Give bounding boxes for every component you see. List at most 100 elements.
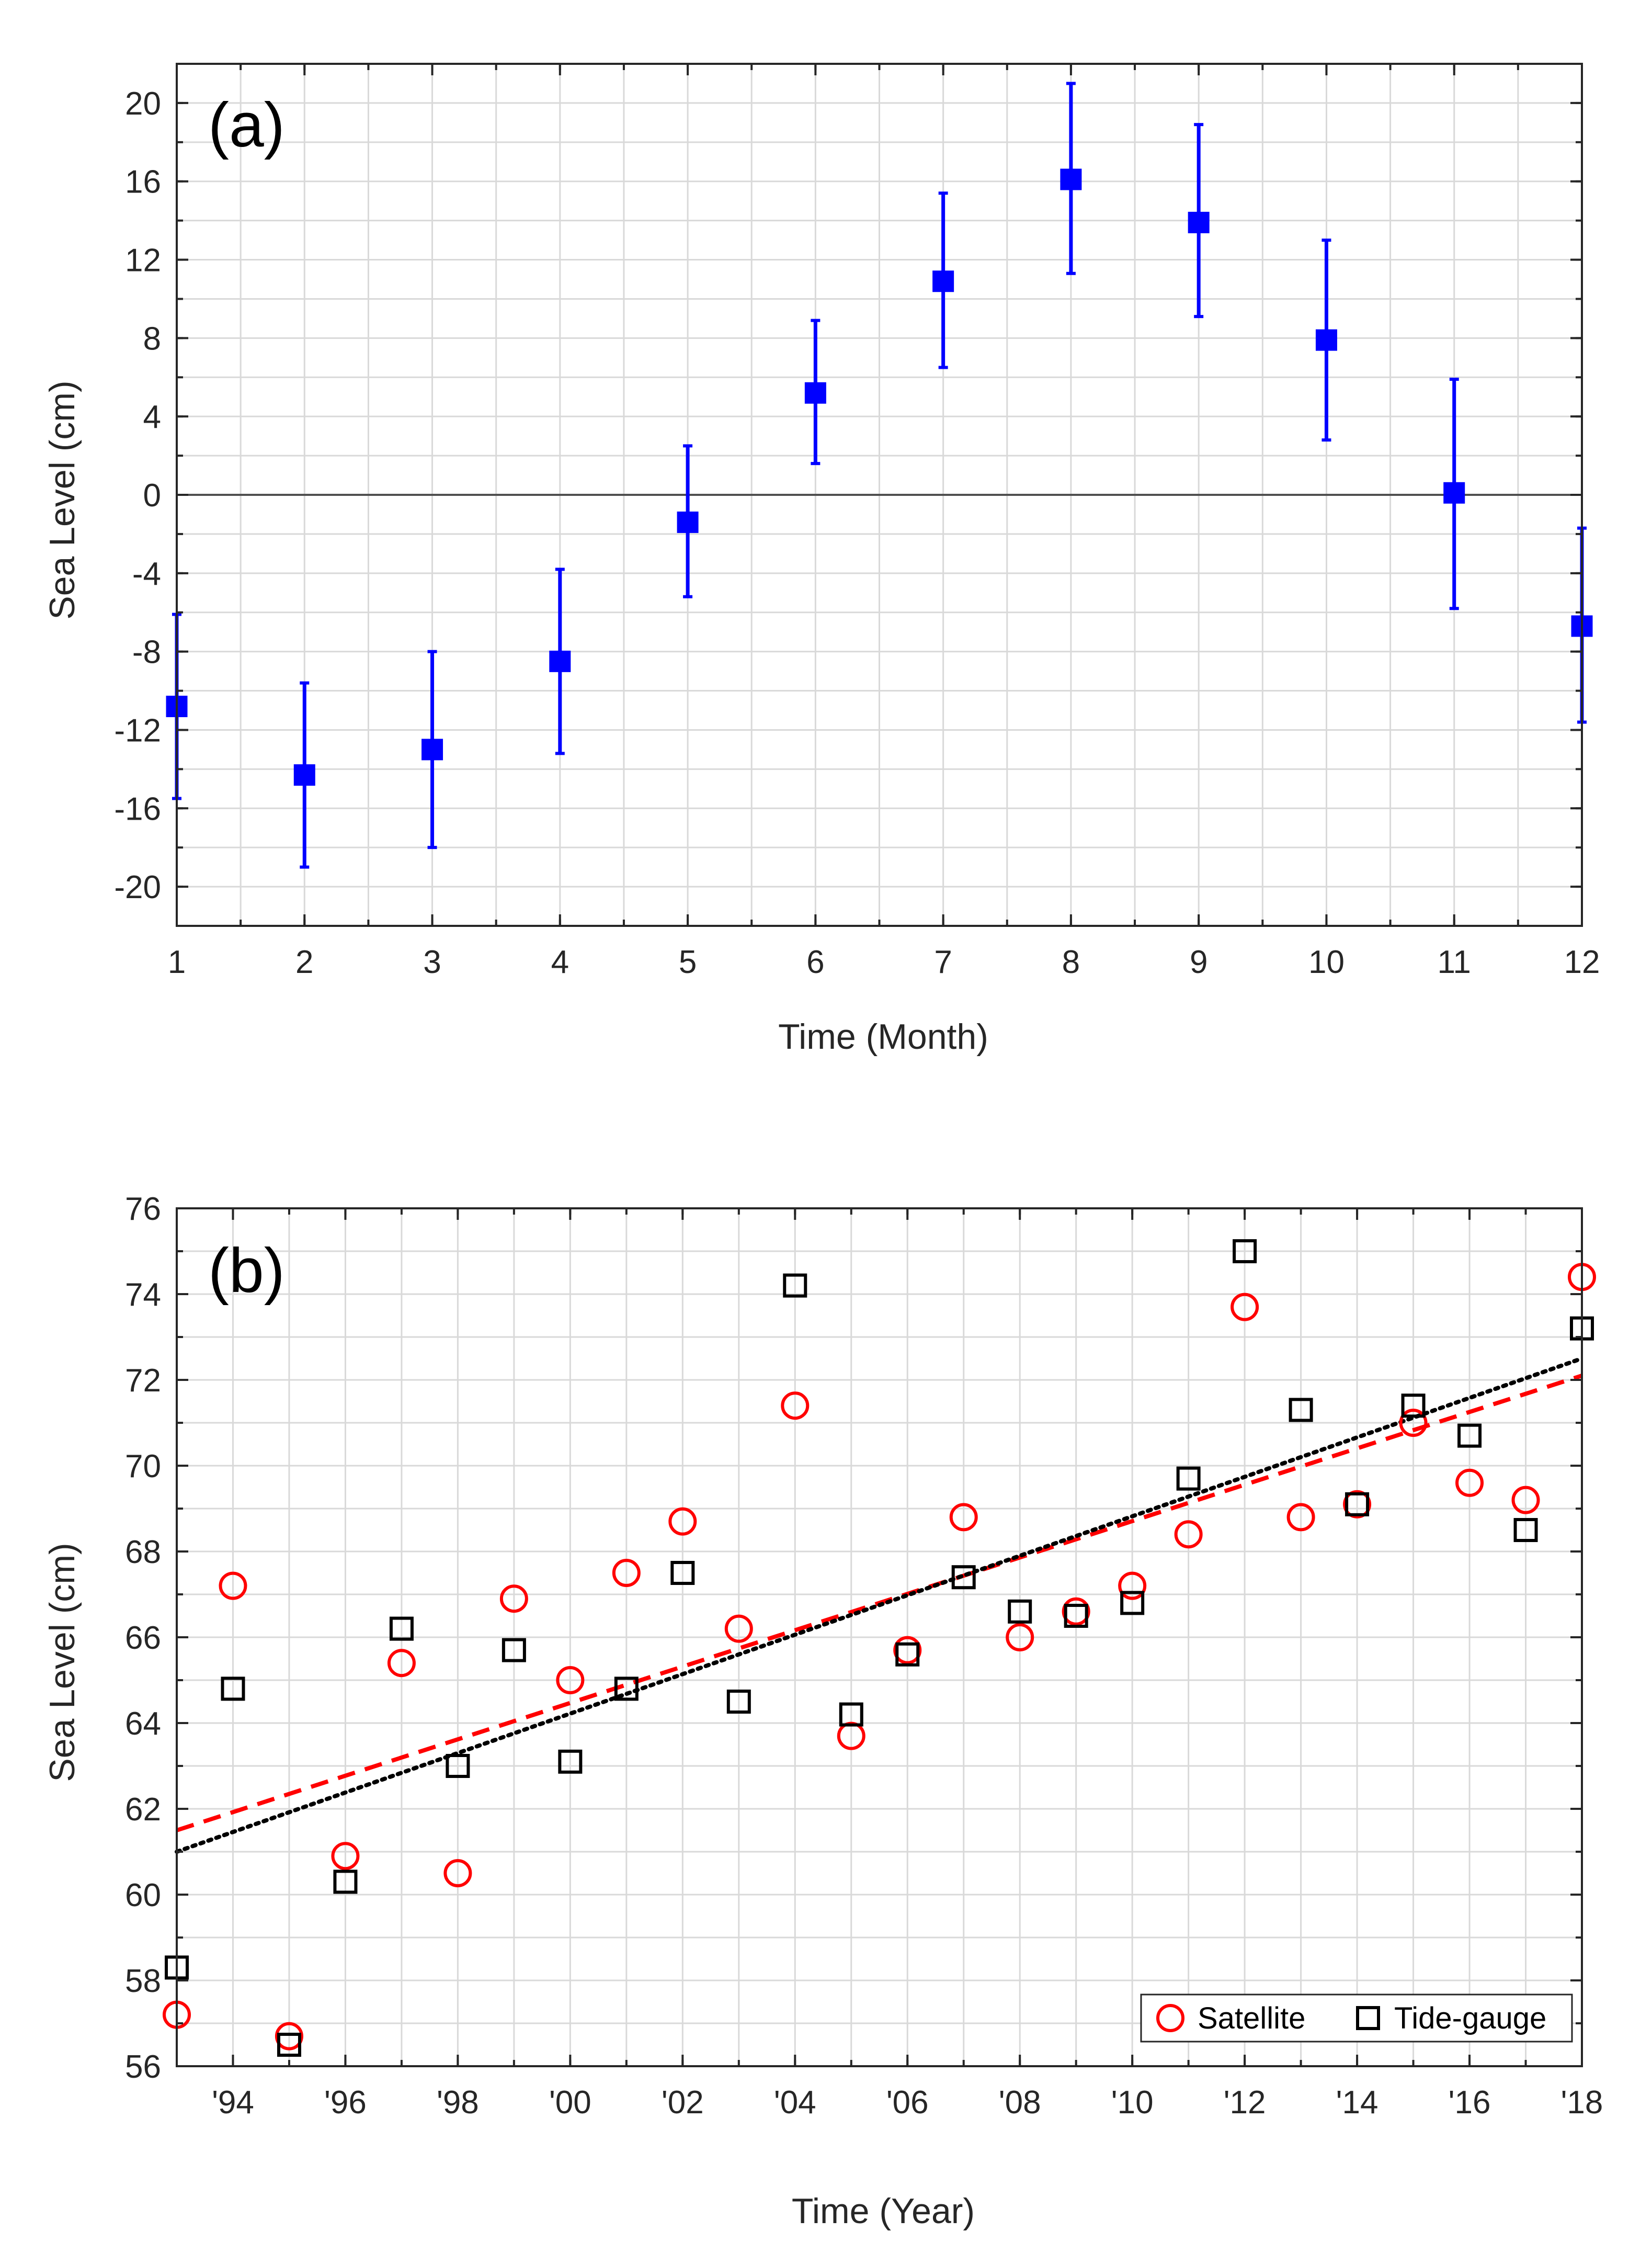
panel-a-ytick-label: 8 [143, 321, 161, 357]
satellite-point [556, 1666, 585, 1694]
tide-gauge-point [1513, 1518, 1538, 1542]
panel-a-ytick-label: 16 [125, 164, 161, 200]
panel-b-ticks: '94 '96 '98 '00 '02 '04 '06 '08 '10 '12 '14 '16 '18 5… [125, 1191, 1603, 2121]
tide-gauge-point [895, 1642, 920, 1667]
panel-a-xtick-label: 10 [1308, 944, 1345, 980]
satellite-point [1399, 1409, 1428, 1437]
panel-b-xtick-label: '12 [1224, 2085, 1266, 2121]
panel-b-xtick-label: '14 [1336, 2085, 1378, 2121]
tide-gauge-point [670, 1561, 695, 1585]
panel-b-xtick-label: '18 [1561, 2085, 1603, 2121]
panel-b-ytick-label: 66 [125, 1620, 161, 1656]
satellite-point [1286, 1503, 1315, 1532]
panel-a-label: (a) [208, 90, 285, 160]
satellite-point [1511, 1486, 1540, 1514]
panel-b-label: (b) [208, 1236, 285, 1306]
panel-b-xtick-label: '16 [1449, 2085, 1491, 2121]
tide-gauge-point [1176, 1466, 1201, 1491]
panel-b-ytick-label: 64 [125, 1706, 161, 1742]
panel-a-xtick-label: 3 [423, 944, 441, 980]
panel-b-ytick-label: 72 [125, 1363, 161, 1399]
legend-tide-gauge-marker [1356, 2006, 1380, 2030]
satellite-point [893, 1636, 922, 1664]
monthly-mean-point [1443, 482, 1465, 504]
tide-gauge-point [389, 1616, 414, 1641]
satellite-point [1231, 1293, 1259, 1321]
tide-gauge-point [558, 1749, 583, 1774]
tide-gauge-point [614, 1676, 639, 1701]
satellite-point [612, 1559, 641, 1587]
panel-b-ytick-label: 60 [125, 1877, 161, 1913]
satellite-point [443, 1859, 472, 1887]
satellite-point [668, 1507, 697, 1536]
tide-gauge-point [726, 1690, 751, 1714]
monthly-mean-point [1188, 211, 1210, 233]
satellite-point [387, 1649, 416, 1678]
panel-b-ytick-label: 58 [125, 1963, 161, 1999]
satellite-point [1174, 1520, 1203, 1549]
monthly-mean-point [677, 511, 699, 533]
monthly-mean-point [1060, 168, 1082, 190]
panel-a-xtick-label: 6 [806, 944, 824, 980]
panel-a-xtick-label: 5 [679, 944, 697, 980]
panel-a-xtick-label: 4 [551, 944, 569, 980]
panel-b-xtick-label: '02 [662, 2085, 704, 2121]
monthly-mean-point [421, 739, 443, 761]
tide-gauge-point [1345, 1492, 1370, 1516]
panel-a-ytick-label: -12 [114, 712, 161, 749]
monthly-mean-point [1315, 329, 1337, 351]
monthly-mean-point [804, 382, 826, 404]
panel-b-ytick-label: 56 [125, 2049, 161, 2085]
tide-gauge-point [221, 1676, 245, 1701]
panel-a-ytick-label: -8 [132, 635, 161, 671]
panel-a-marks [166, 82, 1593, 869]
panel-a-ytick-label: 12 [125, 243, 161, 279]
satellite-point [1118, 1571, 1147, 1600]
satellite-point [1455, 1468, 1484, 1497]
tide-gauge-point [1289, 1398, 1313, 1422]
panel-b-grid [176, 1207, 1583, 2067]
panel-b-ytick-label: 70 [125, 1448, 161, 1485]
satellite-point [781, 1391, 810, 1420]
tide-gauge-point [1457, 1423, 1482, 1448]
monthly-mean-point [932, 270, 954, 292]
satellite-point [1062, 1597, 1090, 1626]
legend-satellite-marker [1156, 2004, 1184, 2032]
tide-gauge-point [277, 2033, 301, 2057]
panel-b-ytick-label: 74 [125, 1277, 161, 1313]
panel-b-xtick-label: '10 [1111, 2085, 1154, 2121]
satellite-point [331, 1842, 360, 1871]
panel-a-ytick-label: 4 [143, 399, 161, 435]
tide-gauge-point [1064, 1604, 1088, 1628]
panel-b-ylabel: Sea Level (cm) [42, 1543, 82, 1782]
panel-b-xtick-label: '00 [549, 2085, 591, 2121]
panel-b-xtick-label: '98 [437, 2085, 479, 2121]
panel-b-ytick-label: 68 [125, 1534, 161, 1570]
panel-b-marks [163, 1239, 1596, 2057]
panel-a-xtick-label: 9 [1190, 944, 1207, 980]
panel-b-xtick-label: '06 [886, 2085, 929, 2121]
satellite-point [275, 2022, 303, 2051]
panel-a-xtick-label: 7 [934, 944, 952, 980]
legend: Satellite Tide-gauge [1140, 1993, 1573, 2043]
panel-b-xtick-label: '96 [324, 2085, 367, 2121]
panel-a-ytick-label: -4 [132, 556, 161, 592]
tide-gauge-point [446, 1754, 470, 1778]
panel-b-ytick-label: 76 [125, 1191, 161, 1227]
panel-a-ytick-label: 0 [143, 478, 161, 514]
panel-b: '94 '96 '98 '00 '02 '04 '06 '08 '10 '12 '14 '16 '18 5… [42, 1191, 1603, 2231]
satellite-point [949, 1503, 978, 1532]
satellite-point [219, 1571, 247, 1600]
tide-gauge-point [839, 1702, 863, 1727]
panel-b-xtick-label: '08 [999, 2085, 1041, 2121]
satellite-point [1006, 1623, 1034, 1651]
tide-gauge-point [783, 1273, 807, 1298]
panel-a-xtick-label: 2 [295, 944, 313, 980]
panel-a-xlabel: Time (Month) [778, 1017, 988, 1057]
tide-gauge-point [333, 1870, 358, 1894]
tide-gauge-point [1008, 1599, 1032, 1624]
tide-gauge-point [1120, 1591, 1145, 1615]
